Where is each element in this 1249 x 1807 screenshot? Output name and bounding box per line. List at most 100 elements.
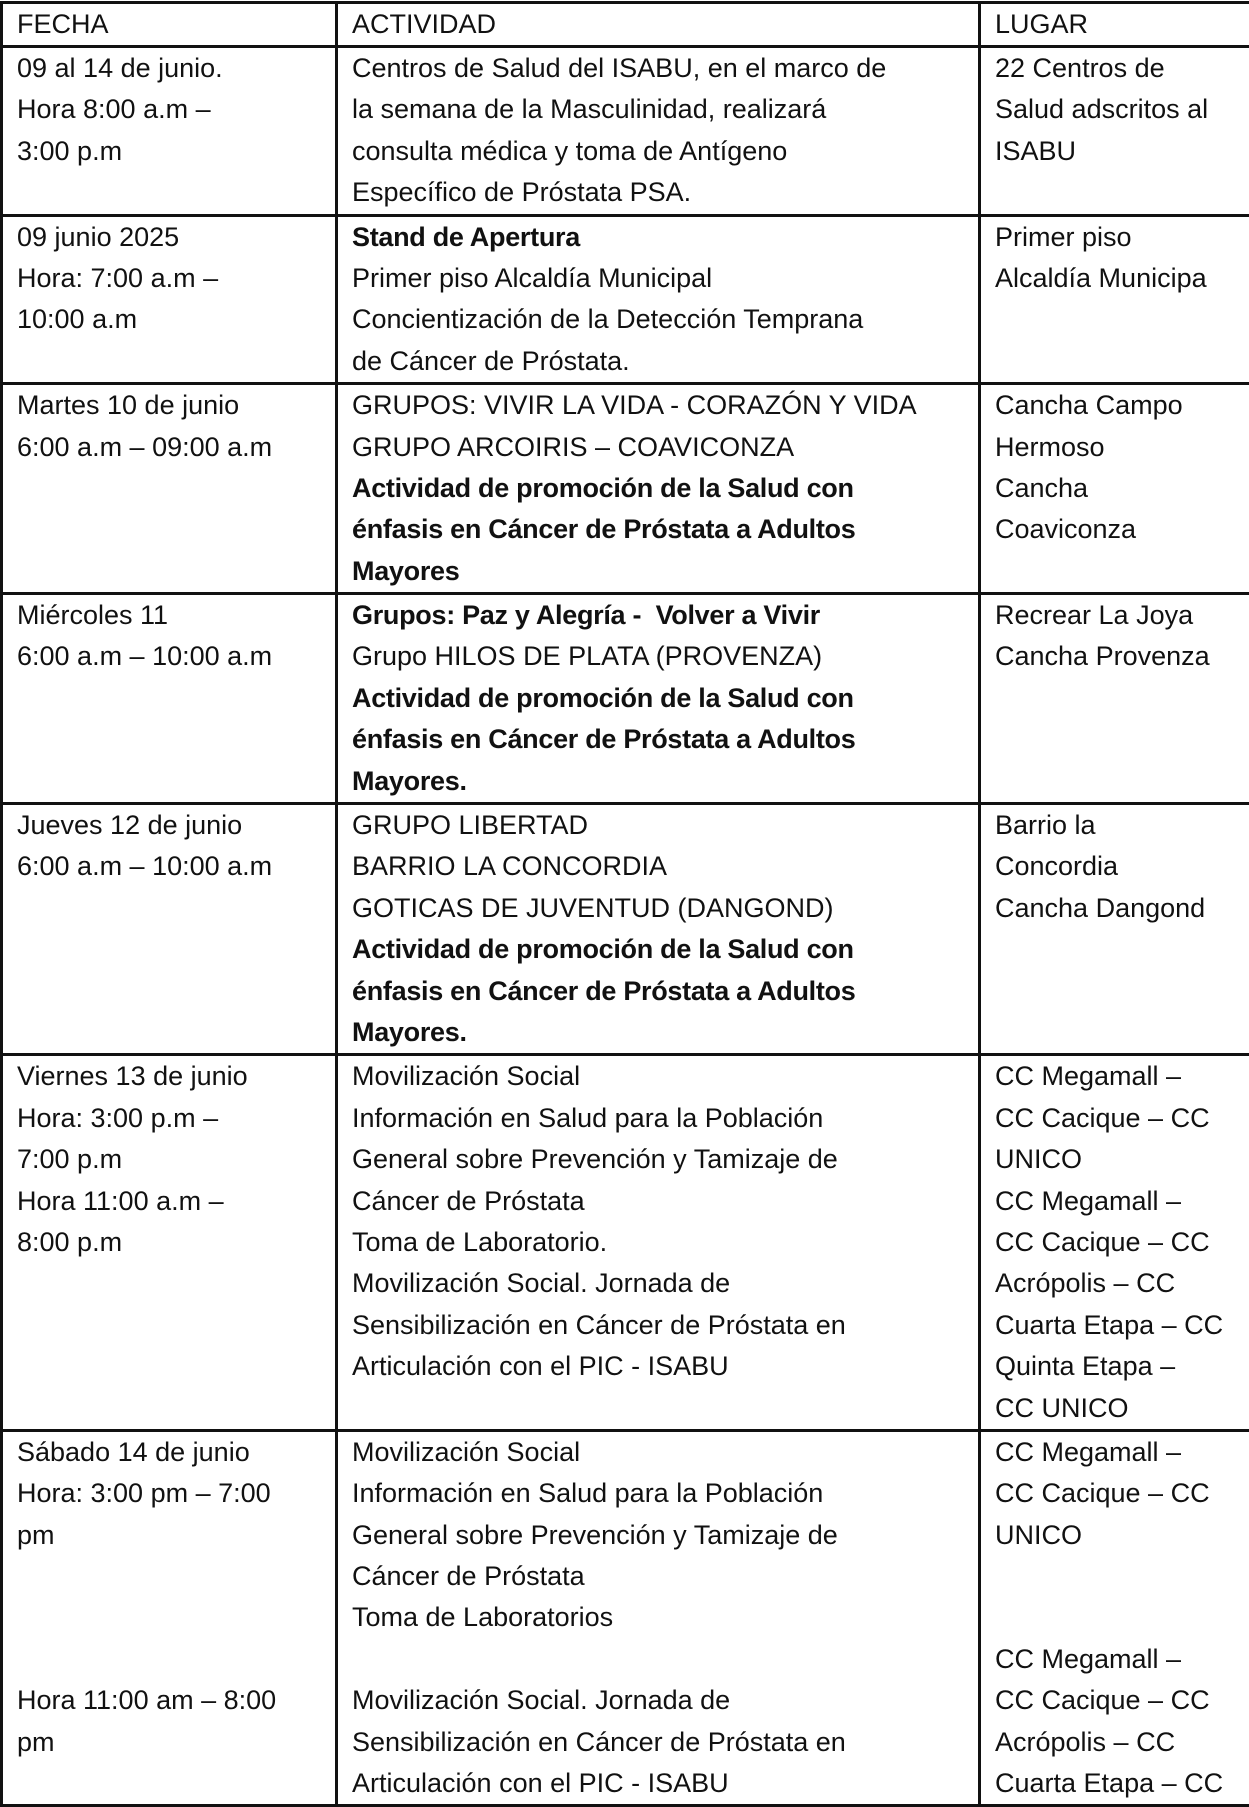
fecha-line: 6:00 a.m – 10:00 a.m: [17, 636, 335, 677]
lugar-line: CC Cacique – CC: [995, 1473, 1249, 1514]
actividad-line: Actividad de promoción de la Salud con: [352, 929, 978, 970]
lugar-line: ISABU: [995, 131, 1249, 172]
actividad-line: Movilización Social: [352, 1432, 978, 1473]
actividad-line: Mayores.: [352, 761, 978, 802]
lugar-line: CC Megamall –: [995, 1432, 1249, 1473]
lugar-line: CC Cacique – CC: [995, 1098, 1249, 1139]
fecha-line: Sábado 14 de junio: [17, 1432, 335, 1473]
actividad-line: Movilización Social: [352, 1056, 978, 1097]
fecha-line: [17, 1556, 335, 1597]
fecha-line: [17, 1639, 335, 1680]
fecha-line: 6:00 a.m – 10:00 a.m: [17, 846, 335, 887]
header-label: LUGAR: [995, 4, 1249, 45]
actividad-line: Sensibilización en Cáncer de Próstata en: [352, 1305, 978, 1346]
fecha-line: Hora: 3:00 pm – 7:00: [17, 1473, 335, 1514]
actividad-line: Mayores: [352, 551, 978, 592]
actividad-line: Información en Salud para la Población: [352, 1098, 978, 1139]
actividad-line: Articulación con el PIC - ISABU: [352, 1763, 978, 1804]
lugar-line: Coaviconza: [995, 509, 1249, 550]
actividad-line: Stand de Apertura: [352, 217, 978, 258]
table-row: 09 al 14 de junio.Hora 8:00 a.m –3:00 p.…: [2, 47, 1249, 216]
header-lugar: LUGAR: [980, 3, 1249, 47]
lugar-line: CC Megamall –: [995, 1056, 1249, 1097]
lugar-line: Primer piso: [995, 217, 1249, 258]
actividad-line: [352, 1639, 978, 1680]
lugar-line: Cuarta Etapa – CC: [995, 1763, 1249, 1804]
actividad-line: Grupo HILOS DE PLATA (PROVENZA): [352, 636, 978, 677]
lugar-line: [995, 1597, 1249, 1638]
fecha-line: Hora: 7:00 a.m –: [17, 258, 335, 299]
actividad-line: Específico de Próstata PSA.: [352, 172, 978, 213]
fecha-line: pm: [17, 1515, 335, 1556]
actividad-line: Mayores.: [352, 1012, 978, 1053]
fecha-line: 09 al 14 de junio.: [17, 48, 335, 89]
actividad-line: Sensibilización en Cáncer de Próstata en: [352, 1722, 978, 1763]
actividad-line: Cáncer de Próstata: [352, 1556, 978, 1597]
header-actividad: ACTIVIDAD: [337, 3, 980, 47]
lugar-line: Cancha Campo: [995, 385, 1249, 426]
fecha-line: Martes 10 de junio: [17, 385, 335, 426]
lugar-line: Recrear La Joya: [995, 595, 1249, 636]
actividad-line: BARRIO LA CONCORDIA: [352, 846, 978, 887]
actividad-line: énfasis en Cáncer de Próstata a Adultos: [352, 971, 978, 1012]
lugar-line: CC Cacique – CC: [995, 1222, 1249, 1263]
fecha-line: [17, 1597, 335, 1638]
fecha-line: Viernes 13 de junio: [17, 1056, 335, 1097]
actividad-line: Centros de Salud del ISABU, en el marco …: [352, 48, 978, 89]
actividad-line: Información en Salud para la Población: [352, 1473, 978, 1514]
lugar-line: [995, 1556, 1249, 1597]
lugar-line: CC Megamall –: [995, 1639, 1249, 1680]
actividad-line: Toma de Laboratorio.: [352, 1222, 978, 1263]
lugar-line: Cancha Dangond: [995, 888, 1249, 929]
fecha-line: Hora: 3:00 p.m –: [17, 1098, 335, 1139]
actividad-line: GRUPO LIBERTAD: [352, 805, 978, 846]
fecha-line: 10:00 a.m: [17, 299, 335, 340]
lugar-line: CC Megamall –: [995, 1181, 1249, 1222]
actividad-line: Grupos: Paz y Alegría - Volver a Vivir: [352, 595, 978, 636]
actividad-line: General sobre Prevención y Tamizaje de: [352, 1139, 978, 1180]
actividad-line: Primer piso Alcaldía Municipal: [352, 258, 978, 299]
actividad-line: Toma de Laboratorios: [352, 1597, 978, 1638]
fecha-line: 7:00 p.m: [17, 1139, 335, 1180]
actividad-line: Actividad de promoción de la Salud con: [352, 678, 978, 719]
lugar-line: Cancha: [995, 468, 1249, 509]
lugar-line: UNICO: [995, 1139, 1249, 1180]
actividad-line: GOTICAS DE JUVENTUD (DANGOND): [352, 888, 978, 929]
lugar-line: CC Cacique – CC: [995, 1680, 1249, 1721]
lugar-line: Salud adscritos al: [995, 89, 1249, 130]
lugar-line: Acrópolis – CC: [995, 1722, 1249, 1763]
fecha-line: Miércoles 11: [17, 595, 335, 636]
actividad-line: énfasis en Cáncer de Próstata a Adultos: [352, 719, 978, 760]
lugar-line: Hermoso: [995, 427, 1249, 468]
actividad-line: Cáncer de Próstata: [352, 1181, 978, 1222]
lugar-line: Quinta Etapa –: [995, 1346, 1249, 1387]
actividad-line: Movilización Social. Jornada de: [352, 1263, 978, 1304]
header-label: FECHA: [17, 4, 335, 45]
actividad-line: General sobre Prevención y Tamizaje de: [352, 1515, 978, 1556]
header-label: ACTIVIDAD: [352, 4, 978, 45]
lugar-line: Acrópolis – CC: [995, 1263, 1249, 1304]
actividad-line: GRUPOS: VIVIR LA VIDA - CORAZÓN Y VIDA: [352, 385, 978, 426]
fecha-line: Hora 11:00 am – 8:00: [17, 1680, 335, 1721]
